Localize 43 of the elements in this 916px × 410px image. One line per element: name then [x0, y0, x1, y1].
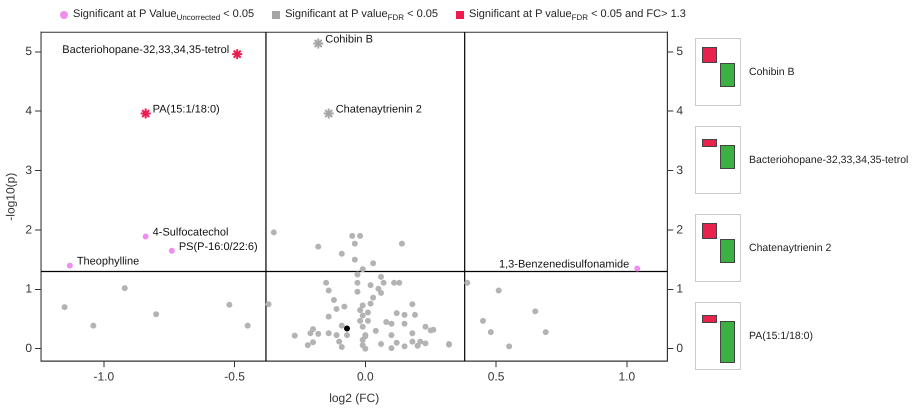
- legend-label: Significant at P Value$_{Uncorrected}$ < 0.05: [73, 8, 254, 22]
- annotation: PA(15:1/18:0): [152, 104, 220, 116]
- text: PA(15:1/18:0): [749, 330, 814, 342]
- annotation: Chatenaytrienin 2: [336, 104, 422, 116]
- text: Chatenaytrienin 2: [749, 242, 832, 254]
- point: [231, 48, 244, 60]
- x-tick-label: 0.5: [488, 370, 505, 384]
- y-tick-label: 0: [25, 341, 32, 356]
- point: [634, 266, 640, 272]
- annotation: 1,3-Benzenedisulfonamide: [498, 258, 630, 271]
- annotation: 4-Sulfocatechol: [152, 226, 228, 239]
- y-axis-title: -log10(p): [4, 172, 18, 221]
- annotation: Cohibin B: [325, 34, 373, 46]
- y2-tick-label: 4: [676, 103, 684, 118]
- y-tick-label: 5: [25, 44, 32, 58]
- y-tick-label: 1: [25, 282, 32, 296]
- annotation: Theophylline: [76, 256, 140, 268]
- y-tick-label: 3: [25, 162, 32, 177]
- point: [312, 37, 324, 50]
- y2-tick-label: 3: [676, 162, 684, 177]
- y2-tick-label: 1: [676, 282, 684, 296]
- x-tick-label: 0.0: [356, 370, 374, 384]
- x-tick-label: 1.0: [618, 370, 636, 384]
- x-tick-label: -1.0: [93, 370, 114, 384]
- y-tick-label: 4: [25, 103, 32, 118]
- point: [66, 262, 73, 269]
- point: [168, 248, 175, 254]
- annotation: Bacteriohopane-32,33,34,35-tetrol: [62, 44, 230, 56]
- x-axis-title: log2 (FC): [329, 391, 380, 406]
- text: Bacteriohopane-32,33,34,35-tetrol: [749, 154, 908, 166]
- y2-tick-label: 5: [676, 44, 684, 58]
- point: [344, 326, 350, 332]
- annotation: PS(P-16:0/22:6): [178, 240, 258, 253]
- legend-label: Significant at P value$_{FDR}$ < 0.05: [285, 8, 438, 22]
- point: [140, 108, 152, 120]
- legend-label: Significant at P value$_{FDR}$ < 0.05 and FC> 1.3: [469, 8, 686, 22]
- y-tick-label: 2: [25, 222, 32, 236]
- point: [142, 233, 149, 240]
- y2-tick-label: 2: [676, 222, 684, 236]
- text: Cohibin B: [749, 66, 795, 78]
- point: [322, 108, 335, 120]
- y2-tick-label: 0: [676, 341, 684, 356]
- x-tick-label: -0.5: [224, 370, 246, 384]
